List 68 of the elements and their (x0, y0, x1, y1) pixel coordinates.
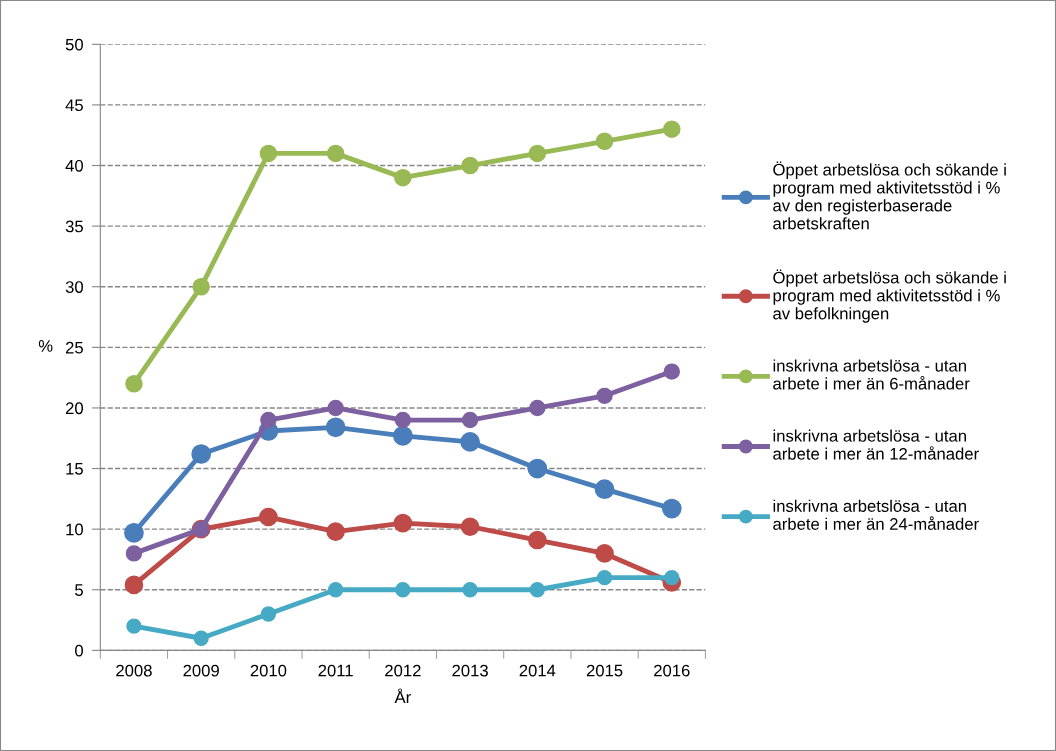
point (259, 507, 278, 527)
y-tick-label: 15 (66, 463, 83, 475)
legend-label: Öppet arbetslösa och sökande i program med aktivitetsstöd i % av den registerbaserade arbetskraften (773, 161, 1006, 230)
point (460, 432, 480, 452)
point (663, 120, 681, 138)
point (124, 522, 144, 543)
point (393, 425, 413, 446)
point (192, 277, 210, 296)
point (596, 387, 613, 405)
y-axis-title: % (38, 340, 53, 352)
x-tick-label: 2011 (318, 664, 353, 677)
y-tick-label: 0 (75, 644, 83, 657)
point (394, 411, 412, 429)
point (325, 417, 346, 438)
y-tick-label: 30 (65, 281, 83, 293)
point (124, 575, 144, 595)
point (326, 522, 345, 541)
x-tick-label: 2014 (519, 664, 556, 677)
point (395, 582, 411, 598)
y-tick-label: 45 (65, 99, 83, 112)
point (528, 144, 547, 163)
point (260, 411, 277, 429)
point (595, 544, 614, 563)
point (527, 458, 548, 479)
point (528, 530, 547, 550)
x-tick-label: 2012 (385, 664, 421, 677)
y-tick-label: 10 (66, 523, 83, 536)
point (663, 363, 680, 380)
point (327, 582, 344, 598)
point (125, 374, 143, 393)
point (259, 144, 278, 163)
x-tick-label: 2010 (250, 664, 287, 677)
point (393, 513, 413, 533)
point (193, 630, 209, 646)
y-tick-label: 40 (65, 159, 83, 172)
legend-label: inskrivna arbetslösa - utan arbete i mer än 24-månader (773, 499, 979, 530)
point (529, 399, 546, 417)
point (126, 618, 142, 634)
point (460, 517, 480, 537)
point (191, 444, 212, 464)
y-tick-label: 35 (65, 220, 83, 233)
point (461, 156, 479, 175)
x-tick-label: 2008 (116, 664, 152, 677)
legend-label: Öppet arbetslösa och sökande i program med aktivitetsstöd i % av befolkningen (773, 269, 1006, 323)
y-tick-label: 5 (75, 584, 83, 596)
y-tick-label: 25 (65, 341, 83, 354)
point (394, 168, 412, 187)
point (596, 569, 613, 586)
x-tick-label: 2015 (586, 664, 623, 677)
legend-label: inskrivna arbetslösa - utan arbete i mer än 6-månader (773, 359, 970, 390)
point (260, 606, 277, 622)
x-axis-title: År (394, 688, 411, 703)
legend-label: inskrivna arbetslösa - utan arbete i mer än 12-månader (773, 429, 979, 460)
x-tick-label: 2016 (654, 664, 690, 677)
point (462, 582, 478, 598)
point (595, 132, 614, 151)
y-tick-label: 50 (65, 38, 83, 51)
point (664, 569, 680, 586)
point (661, 498, 682, 519)
point (125, 545, 143, 562)
y-tick-label: 20 (65, 402, 83, 415)
point (529, 582, 545, 598)
point (327, 399, 344, 417)
x-tick-label: 2009 (183, 664, 219, 677)
point (594, 479, 615, 500)
point (326, 144, 345, 163)
point (461, 411, 479, 429)
x-tick-label: 2013 (452, 664, 488, 677)
